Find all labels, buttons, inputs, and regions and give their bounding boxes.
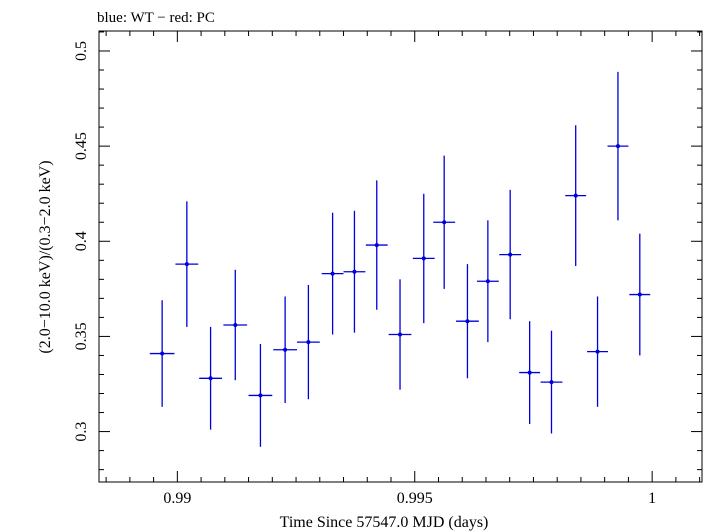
data-point [433,155,456,289]
data-point [540,330,563,434]
data-marker [184,262,189,267]
data-point [476,220,499,343]
data-marker [160,351,165,356]
data-marker [442,220,447,225]
data-point [388,279,412,390]
data-marker [233,323,238,328]
data-marker [637,292,642,297]
x-tick-label: 0.995 [397,490,433,507]
data-marker [615,144,620,149]
data-point [365,180,388,310]
y-tick-label: 0.35 [73,322,90,350]
y-tick-label: 0.3 [73,422,90,442]
data-marker [330,271,335,276]
data-point [321,212,344,335]
data-point [248,344,273,447]
chart-title: blue: WT − red: PC [97,10,215,26]
data-point [456,264,479,379]
y-axis: 0.3 0.35 0.4 0.45 0.5 [73,31,702,471]
data-marker [421,256,426,261]
x-axis-label: Time Since 57547.0 MJD (days) [280,514,489,531]
data-marker [527,370,532,375]
y-axis-label: (2.0−10.0 keV)/(0.3−2.0 keV) [37,160,54,353]
data-marker [595,349,600,354]
data-marker [465,319,470,324]
plot-frame [98,30,703,483]
y-tick-label: 0.4 [73,231,90,251]
data-marker [306,340,311,345]
data-marker [258,393,263,398]
data-marker [573,193,578,198]
data-point [223,269,248,381]
data-point [607,71,629,221]
y-tick-label: 0.5 [73,41,90,61]
data-marker [352,269,357,274]
data-marker [508,252,513,257]
data-point [343,210,366,333]
data-point [412,193,435,324]
data-marker [374,243,379,248]
x-tick-label: 0.99 [163,490,191,507]
data-point [499,189,522,320]
data-point [519,321,541,424]
data-marker [549,380,554,385]
data-point [629,233,651,356]
data-marker [485,279,490,284]
x-tick-label: 1 [648,490,656,507]
data-point [273,296,297,404]
x-axis: 0.99 0.995 1 [105,31,701,507]
data-series-wt [149,71,651,447]
data-marker [398,332,403,337]
data-point [149,300,175,407]
data-point [175,201,199,327]
data-point [199,326,222,430]
y-tick-label: 0.45 [73,132,90,160]
data-point [587,296,608,407]
data-marker [283,347,288,352]
data-point [296,285,320,400]
data-point [565,125,587,267]
data-marker [208,376,213,381]
